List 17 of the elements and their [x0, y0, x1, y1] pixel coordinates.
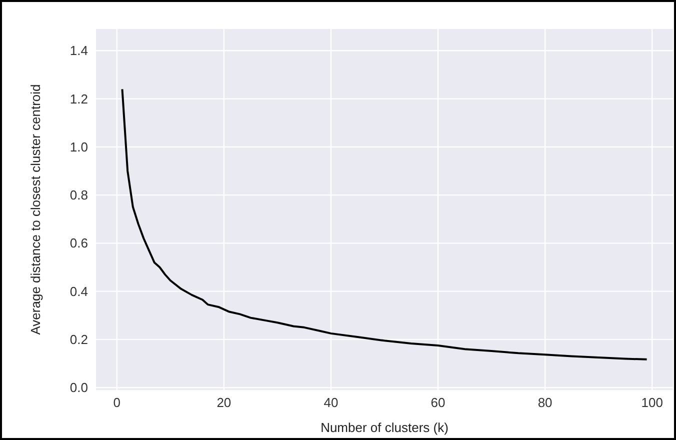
y-tick-label: 1.0: [70, 139, 88, 154]
y-tick-label: 0.6: [70, 236, 88, 251]
line-series: [121, 88, 648, 360]
y-tick-label: 0.0: [70, 380, 88, 396]
x-tick-label: 80: [538, 395, 552, 410]
x-tick-label: 100: [641, 395, 663, 410]
y-tick-label: 0.4: [70, 284, 88, 299]
x-tick-label: 40: [324, 395, 338, 410]
y-tick-label: 0.8: [70, 188, 88, 203]
x-tick-label: 60: [430, 395, 446, 410]
y-tick-label: 1.4: [70, 43, 88, 58]
x-tick-label: 0: [113, 395, 120, 410]
y-tick-label: 0.2: [70, 332, 88, 347]
x-tick-label: 20: [216, 395, 232, 410]
y-axis-title: Average distance to closest cluster centroid: [28, 84, 43, 335]
y-tick-label: 1.2: [70, 91, 88, 106]
x-axis-title: Number of clusters (k): [320, 420, 448, 435]
